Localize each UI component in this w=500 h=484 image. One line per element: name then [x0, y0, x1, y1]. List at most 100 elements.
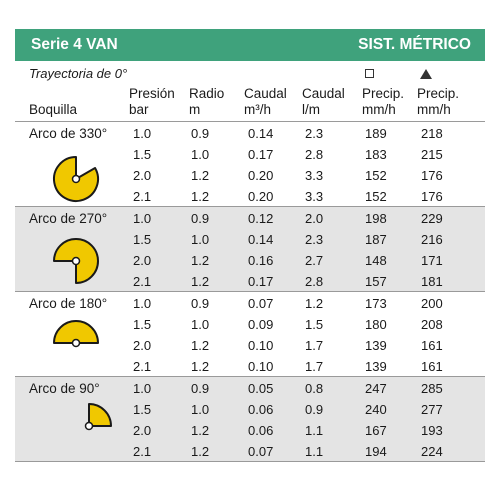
table-cell: 0.9	[305, 402, 324, 417]
table-cell: 0.07	[248, 296, 274, 311]
table-cell: 200	[421, 296, 443, 311]
table-cell: 229	[421, 211, 443, 226]
triangle-filled-icon	[420, 69, 432, 79]
col-header-presion: Presión bar	[129, 86, 175, 117]
table-cell: 1.1	[305, 444, 324, 459]
trajectory-label: Trayectoria de 0°	[29, 66, 128, 81]
header-divider	[15, 121, 485, 122]
table-cell: 224	[421, 444, 443, 459]
table-cell: 1.0	[133, 126, 152, 141]
table-cell: 1.0	[191, 147, 210, 162]
table-cell: 247	[365, 381, 387, 396]
table-cell: 0.17	[248, 274, 274, 289]
col-header-caudal-l: Caudal l/m	[302, 86, 345, 117]
table-cell: 1.5	[133, 232, 152, 247]
table-cell: 277	[421, 402, 443, 417]
table-cell: 0.9	[191, 381, 210, 396]
table-cell: 2.8	[305, 274, 324, 289]
col-header-boquilla: Boquilla	[29, 102, 78, 117]
table-cell: 1.0	[133, 211, 152, 226]
table-cell: 285	[421, 381, 443, 396]
table-cell: 2.1	[133, 189, 152, 204]
table-cell: 148	[365, 253, 387, 268]
table-cell: 2.0	[305, 211, 324, 226]
table-cell: 2.8	[305, 147, 324, 162]
table-cell: 1.2	[191, 359, 210, 374]
table-cell: 1.2	[191, 168, 210, 183]
table-cell: 0.10	[248, 338, 274, 353]
table-cell: 0.07	[248, 444, 274, 459]
arc-270-symbol	[53, 238, 99, 284]
table-cell: 0.9	[191, 296, 210, 311]
col-header-caudal-m3: Caudal m³/h	[244, 86, 287, 117]
table-cell: 139	[365, 359, 387, 374]
table-cell: 1.2	[191, 444, 210, 459]
table-cell: 0.12	[248, 211, 274, 226]
table-cell: 1.0	[133, 381, 152, 396]
arc-label: Arco de 270°	[29, 211, 108, 226]
series-title: Serie 4 VAN	[31, 36, 118, 53]
arc-label: Arco de 330°	[29, 126, 108, 141]
table-cell: 157	[365, 274, 387, 289]
arc-180-symbol	[53, 320, 99, 348]
table-cell: 2.1	[133, 274, 152, 289]
arc-330-symbol	[53, 156, 99, 202]
table-cell: 0.06	[248, 402, 274, 417]
table-cell: 1.5	[305, 317, 324, 332]
arc-label: Arco de 90°	[29, 381, 100, 396]
table-cell: 173	[365, 296, 387, 311]
table-cell: 1.2	[191, 274, 210, 289]
table-cell: 0.14	[248, 126, 274, 141]
table-cell: 2.3	[305, 232, 324, 247]
table-cell: 167	[365, 423, 387, 438]
group-divider	[15, 461, 485, 462]
table-cell: 193	[421, 423, 443, 438]
table-cell: 1.0	[191, 402, 210, 417]
system-title: SIST. MÉTRICO	[358, 36, 471, 53]
table-cell: 1.7	[305, 338, 324, 353]
table-cell: 139	[365, 338, 387, 353]
title-bar: Serie 4 VAN SIST. MÉTRICO	[15, 29, 485, 61]
table-cell: 1.2	[305, 296, 324, 311]
table-cell: 194	[365, 444, 387, 459]
table-cell: 183	[365, 147, 387, 162]
table-cell: 0.14	[248, 232, 274, 247]
table-cell: 2.0	[133, 168, 152, 183]
table-cell: 2.0	[133, 338, 152, 353]
table-cell: 0.09	[248, 317, 274, 332]
table-cell: 2.3	[305, 126, 324, 141]
table-cell: 161	[421, 359, 443, 374]
table-cell: 176	[421, 168, 443, 183]
table-cell: 152	[365, 168, 387, 183]
table-cell: 1.0	[191, 232, 210, 247]
table-cell: 3.3	[305, 168, 324, 183]
square-outline-icon	[365, 69, 374, 78]
table-cell: 0.10	[248, 359, 274, 374]
table-cell: 1.2	[191, 189, 210, 204]
table-cell: 181	[421, 274, 443, 289]
table-cell: 2.0	[133, 423, 152, 438]
table-cell: 218	[421, 126, 443, 141]
table-cell: 0.20	[248, 168, 274, 183]
table-cell: 1.0	[191, 317, 210, 332]
table-cell: 216	[421, 232, 443, 247]
table-cell: 1.0	[133, 296, 152, 311]
table-cell: 3.3	[305, 189, 324, 204]
col-header-precip-square: Precip. mm/h	[362, 86, 405, 117]
table-cell: 0.17	[248, 147, 274, 162]
col-header-precip-triangle: Precip. mm/h	[417, 86, 460, 117]
table-cell: 215	[421, 147, 443, 162]
table-cell: 152	[365, 189, 387, 204]
table-cell: 187	[365, 232, 387, 247]
table-cell: 2.1	[133, 359, 152, 374]
table-cell: 198	[365, 211, 387, 226]
table-cell: 2.1	[133, 444, 152, 459]
table-cell: 2.7	[305, 253, 324, 268]
col-header-radio: Radio m	[189, 86, 225, 117]
table-cell: 0.9	[191, 126, 210, 141]
table-cell: 0.8	[305, 381, 324, 396]
table-cell: 0.06	[248, 423, 274, 438]
table-cell: 1.2	[191, 253, 210, 268]
table-cell: 1.5	[133, 402, 152, 417]
